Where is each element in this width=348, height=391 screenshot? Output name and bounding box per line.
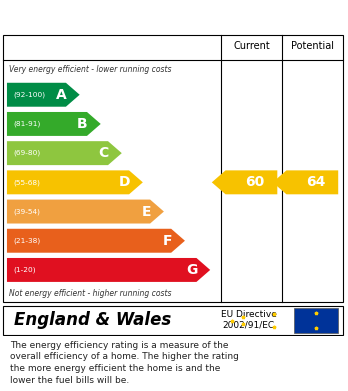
Text: E: E: [141, 204, 151, 219]
Text: (92-100): (92-100): [13, 91, 45, 98]
Text: F: F: [163, 234, 172, 248]
Polygon shape: [7, 229, 185, 253]
Polygon shape: [7, 258, 210, 282]
Text: Very energy efficient - lower running costs: Very energy efficient - lower running co…: [9, 65, 171, 74]
Text: (21-38): (21-38): [13, 237, 40, 244]
Polygon shape: [273, 170, 338, 194]
Text: EU Directive
2002/91/EC: EU Directive 2002/91/EC: [221, 310, 277, 330]
Text: B: B: [77, 117, 88, 131]
Polygon shape: [7, 199, 164, 224]
Polygon shape: [7, 83, 80, 107]
Text: Current: Current: [233, 41, 270, 51]
Polygon shape: [7, 112, 101, 136]
Text: The energy efficiency rating is a measure of the
overall efficiency of a home. T: The energy efficiency rating is a measur…: [10, 341, 239, 385]
Text: Energy Efficiency Rating: Energy Efficiency Rating: [9, 9, 219, 24]
Text: (81-91): (81-91): [13, 121, 41, 127]
Polygon shape: [7, 170, 143, 194]
Polygon shape: [7, 141, 122, 165]
Text: 60: 60: [245, 175, 264, 189]
Text: England & Wales: England & Wales: [14, 311, 171, 329]
Text: (39-54): (39-54): [13, 208, 40, 215]
Text: 64: 64: [306, 175, 325, 189]
Polygon shape: [212, 170, 277, 194]
Text: Not energy efficient - higher running costs: Not energy efficient - higher running co…: [9, 289, 171, 298]
Text: A: A: [56, 88, 66, 102]
Bar: [294, 308, 338, 333]
Text: D: D: [118, 175, 130, 189]
Text: (1-20): (1-20): [13, 267, 36, 273]
Text: Potential: Potential: [291, 41, 334, 51]
Text: (69-80): (69-80): [13, 150, 40, 156]
Text: G: G: [186, 263, 197, 277]
Text: (55-68): (55-68): [13, 179, 40, 186]
Text: C: C: [98, 146, 109, 160]
